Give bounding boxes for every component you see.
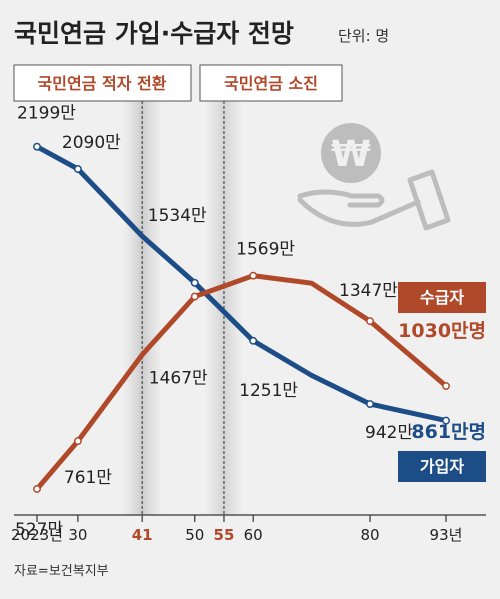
won-coin-hand-icon: ₩ bbox=[297, 123, 451, 231]
point-label-subscribers-2080: 942만 bbox=[365, 423, 413, 443]
end-value-recipients: 1030만명 bbox=[398, 320, 486, 342]
data-point-recipients-2080 bbox=[366, 317, 374, 326]
x-tick-label-2050: 50 bbox=[185, 526, 204, 544]
legend-subscribers-swatch bbox=[398, 451, 486, 482]
legend-recipients: 수급자 1030만명 bbox=[398, 282, 486, 342]
legend-recipients-label: 수급자 bbox=[420, 288, 464, 307]
x-tick-label-2055: 55 bbox=[214, 526, 235, 544]
point-labels: 2199만 2090만 1534만 1251만 942만 527만 761만 1467만 156… bbox=[15, 104, 413, 540]
data-point-subscribers-2080 bbox=[366, 400, 374, 408]
data-point-recipients-2093 bbox=[442, 382, 450, 390]
x-tick-label-2041: 41 bbox=[132, 526, 153, 544]
data-point-subscribers-2050 bbox=[190, 278, 199, 287]
series-line-subscribers bbox=[34, 144, 449, 424]
point-label-recipients-2030: 761만 bbox=[64, 468, 112, 488]
event-box-depletion: 국민연금 소진 bbox=[199, 64, 343, 102]
data-point-recipients-2030 bbox=[73, 437, 82, 446]
unit-label: 단위: 명 bbox=[338, 27, 389, 45]
point-label-recipients-2060: 1569만 bbox=[236, 240, 295, 260]
series-layer bbox=[33, 142, 450, 493]
legend-recipients-swatch bbox=[398, 282, 486, 313]
source-note: 자료=보건복지부 bbox=[14, 564, 109, 579]
x-tick-label-2093: 93년 bbox=[430, 526, 463, 544]
point-label-subscribers-2060: 1251만 bbox=[239, 381, 298, 401]
end-value-subscribers: 861만명 bbox=[411, 421, 486, 443]
point-label-subscribers-2030: 2090만 bbox=[62, 133, 121, 153]
x-tick-label-2023: 2023년 bbox=[11, 526, 63, 544]
data-point-subscribers-2023 bbox=[33, 142, 41, 151]
x-tick-label-2080: 80 bbox=[360, 526, 379, 544]
legend-subscribers: 861만명 가입자 bbox=[398, 421, 486, 482]
event-shades bbox=[122, 101, 244, 515]
svg-text:₩: ₩ bbox=[331, 134, 371, 175]
x-axis-ticks: 2023년 30 41 50 55 60 80 93년 bbox=[11, 515, 462, 544]
data-point-subscribers-2030 bbox=[73, 165, 82, 173]
data-point-subscribers-2093 bbox=[442, 416, 450, 425]
event-label-deficit: 국민연금 적자 전환 bbox=[38, 74, 167, 93]
legend-subscribers-label: 가입자 bbox=[420, 457, 464, 476]
event-box-deficit: 국민연금 적자 전환 bbox=[13, 64, 192, 102]
data-point-subscribers-2060 bbox=[249, 336, 258, 345]
point-label-subscribers-2023: 2199만 bbox=[17, 104, 76, 124]
event-box-depletion-frame bbox=[199, 64, 343, 102]
x-tick-label-2030: 30 bbox=[68, 526, 87, 544]
point-label-recipients-2050: 1467만 bbox=[149, 369, 208, 389]
event-label-depletion: 국민연금 소진 bbox=[224, 74, 318, 93]
data-point-recipients-2023 bbox=[33, 485, 41, 493]
data-point-recipients-2050 bbox=[190, 292, 199, 301]
point-label-recipients-2023: 527만 bbox=[15, 520, 63, 540]
event-box-deficit-frame bbox=[13, 64, 192, 102]
x-tick-label-2060: 60 bbox=[244, 526, 263, 544]
data-point-recipients-2060 bbox=[249, 271, 258, 280]
point-label-subscribers-2050: 1534만 bbox=[148, 206, 207, 226]
series-line-recipients bbox=[34, 273, 449, 492]
point-label-recipients-2080: 1347만 bbox=[339, 281, 398, 301]
chart-title: 국민연금 가입·수급자 전망 bbox=[14, 19, 294, 48]
